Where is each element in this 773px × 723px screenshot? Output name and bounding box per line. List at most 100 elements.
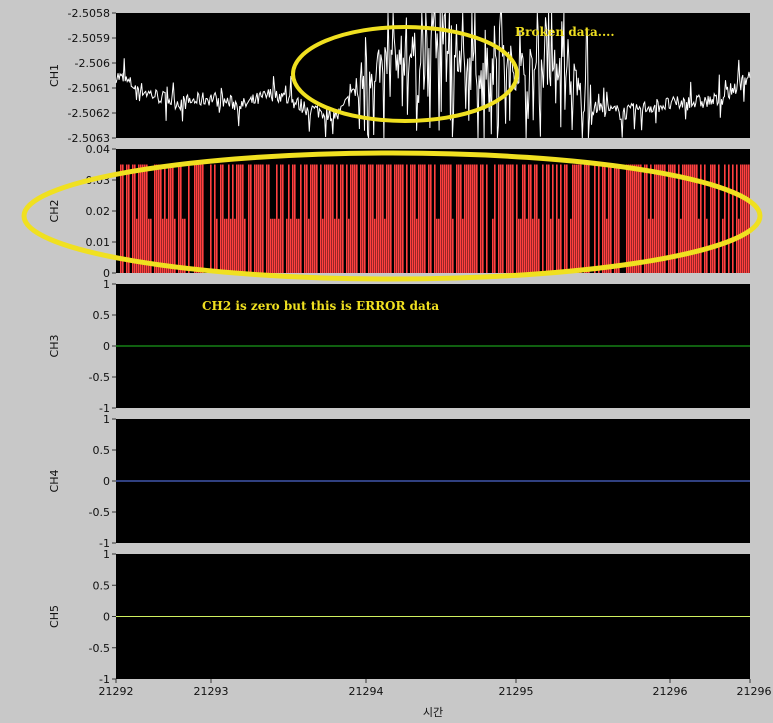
data-bar xyxy=(134,164,136,273)
y-tick-label: -1 xyxy=(99,402,110,415)
data-bar xyxy=(552,164,554,273)
x-tick-label: 21292 xyxy=(99,685,134,698)
data-bar xyxy=(548,164,550,273)
data-bar xyxy=(342,164,344,273)
data-bar xyxy=(700,164,702,273)
y-tick-label: 0 xyxy=(103,611,110,624)
data-bar xyxy=(258,164,260,273)
data-bar xyxy=(356,164,358,273)
data-bar xyxy=(632,164,634,273)
data-bar xyxy=(684,164,686,273)
data-bar xyxy=(468,164,470,273)
data-bar xyxy=(132,164,134,273)
data-bar xyxy=(704,164,706,273)
data-bar xyxy=(528,164,530,273)
data-bar xyxy=(732,164,734,273)
data-bar xyxy=(200,164,202,273)
data-bar xyxy=(340,164,342,273)
data-bar xyxy=(630,164,632,273)
data-bar xyxy=(492,218,494,273)
data-bar xyxy=(706,218,708,273)
data-bar xyxy=(354,164,356,273)
data-bar xyxy=(572,164,574,273)
data-bar xyxy=(162,218,164,273)
data-bar xyxy=(436,218,438,273)
data-bar xyxy=(744,164,746,273)
data-bar xyxy=(486,164,488,273)
data-bar xyxy=(480,164,482,273)
data-bar xyxy=(450,164,452,273)
data-bar xyxy=(394,164,396,273)
data-bar xyxy=(438,218,440,273)
data-bar xyxy=(652,218,654,273)
data-bar xyxy=(216,218,218,273)
x-tick-label: 21294 xyxy=(349,685,384,698)
data-bar xyxy=(224,218,226,273)
data-bar xyxy=(402,164,404,273)
data-bar xyxy=(558,218,560,273)
data-bar xyxy=(748,164,750,273)
data-bar xyxy=(348,218,350,273)
data-bar xyxy=(226,218,228,273)
data-bar xyxy=(380,164,382,273)
data-bar xyxy=(250,164,252,273)
data-bar xyxy=(236,164,238,273)
y-tick-label: -2.5063 xyxy=(68,132,110,145)
data-bar xyxy=(578,164,580,273)
data-bar xyxy=(300,164,302,273)
data-bar xyxy=(372,164,374,273)
data-bar xyxy=(546,164,548,273)
data-bar xyxy=(510,164,512,273)
data-bar xyxy=(498,164,500,273)
data-bar xyxy=(742,164,744,273)
data-bar xyxy=(670,164,672,273)
data-bar xyxy=(740,164,742,273)
data-bar xyxy=(556,164,558,273)
data-bar xyxy=(350,164,352,273)
x-tick-label: 21296 xyxy=(737,685,772,698)
data-bar xyxy=(584,164,586,273)
data-bar xyxy=(682,164,684,273)
chart-panel-3: 1 0.5 0 -0.5 -1 CH3 xyxy=(48,278,750,415)
data-bar xyxy=(470,164,472,273)
data-bar xyxy=(228,164,230,273)
plot-area xyxy=(116,13,750,138)
data-bar xyxy=(428,164,430,273)
data-bar xyxy=(418,164,420,273)
data-bar xyxy=(616,164,618,273)
chart-panel-5: 1 0.5 0 -0.5 -1 CH5 xyxy=(48,548,750,686)
data-bar xyxy=(338,218,340,273)
data-bar xyxy=(144,164,146,273)
data-bar xyxy=(150,218,152,273)
y-tick-label: 1 xyxy=(103,413,110,426)
data-bar xyxy=(220,164,222,273)
y-axis-title: CH3 xyxy=(48,335,61,358)
data-bar xyxy=(660,164,662,273)
data-bar xyxy=(138,164,140,273)
data-bar xyxy=(430,164,432,273)
data-bar xyxy=(160,164,162,273)
data-bar xyxy=(368,164,370,273)
data-bar xyxy=(474,164,476,273)
data-bar xyxy=(260,164,262,273)
data-bar xyxy=(412,164,414,273)
data-bar xyxy=(272,218,274,273)
data-bar xyxy=(262,164,264,273)
data-bar xyxy=(728,164,730,273)
data-bar xyxy=(122,164,124,273)
data-bar xyxy=(328,164,330,273)
data-bar xyxy=(646,164,648,273)
data-bar xyxy=(126,164,128,273)
data-bar xyxy=(364,164,366,273)
annotation-error-data: CH2 is zero but this is ERROR data xyxy=(202,299,439,313)
data-bar xyxy=(688,164,690,273)
data-bar xyxy=(378,164,380,273)
data-bar xyxy=(440,164,442,273)
data-bar xyxy=(158,164,160,273)
data-bar xyxy=(458,164,460,273)
data-bar xyxy=(416,218,418,273)
data-bar xyxy=(120,164,122,273)
data-bar xyxy=(274,218,276,273)
data-bar xyxy=(230,218,232,273)
